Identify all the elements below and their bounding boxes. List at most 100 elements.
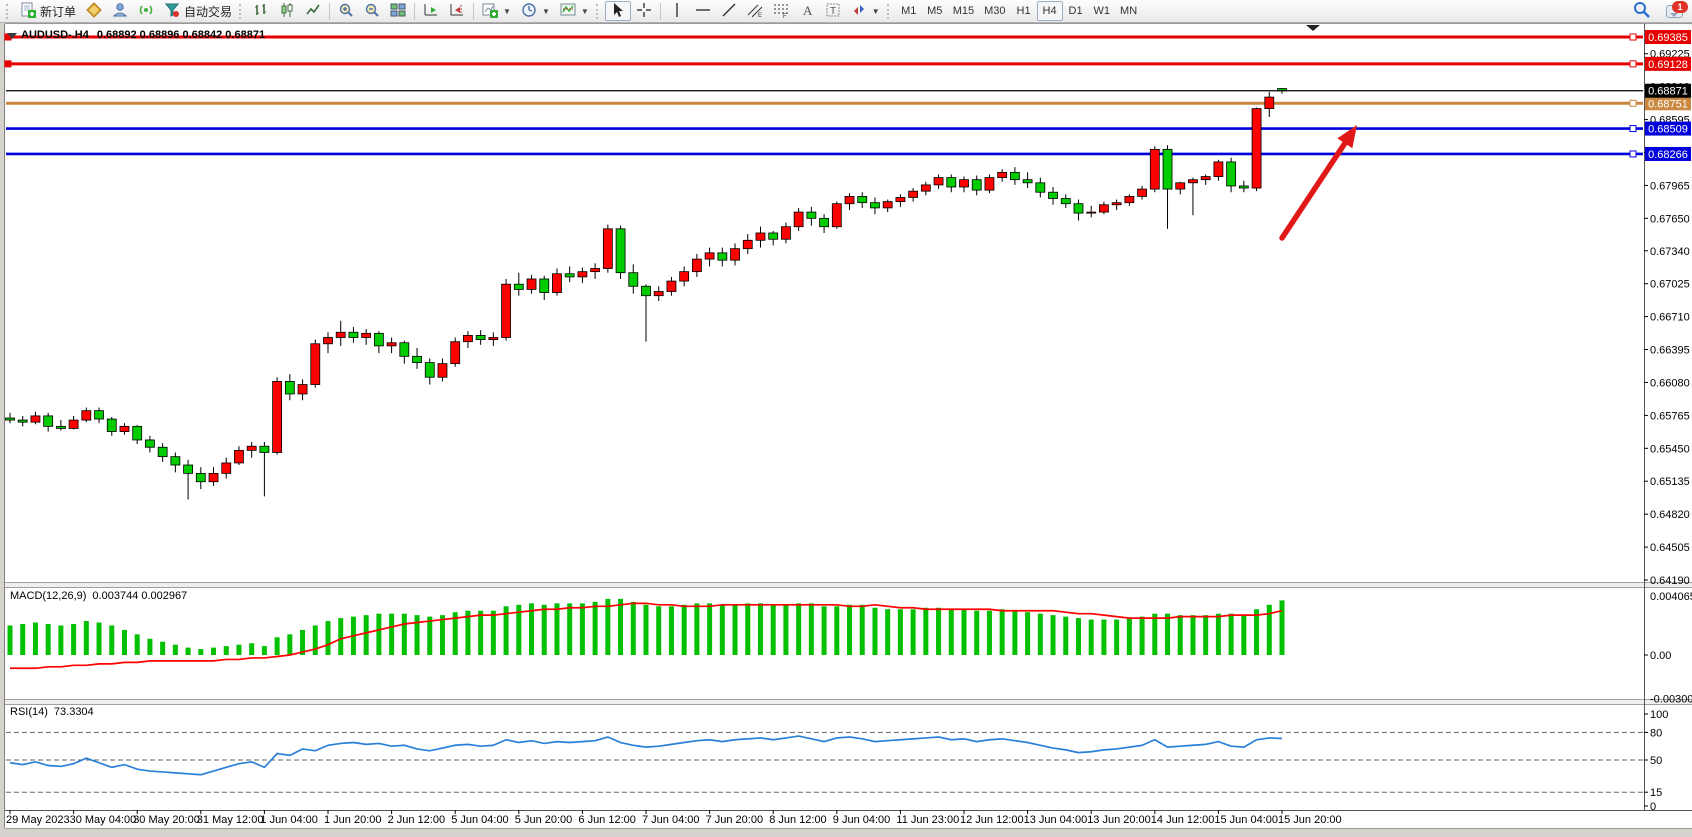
vertical-line-button[interactable] [664, 1, 690, 21]
text-button[interactable]: A [794, 1, 820, 21]
candle [361, 332, 372, 338]
rsi-axis-label: 80 [1650, 727, 1662, 739]
candle [590, 268, 601, 273]
svg-text:A: A [803, 3, 813, 18]
candle [920, 184, 931, 192]
trend-arrow-annotation[interactable] [1279, 125, 1357, 241]
candle [628, 272, 639, 287]
time-tick-label: 30 May 20:00 [133, 814, 200, 826]
rsi-axis-label: 100 [1650, 709, 1668, 721]
macd-values: 0.003744 0.002967 [92, 590, 188, 602]
timeframe-d1-button[interactable]: D1 [1063, 1, 1089, 21]
line-chart-button[interactable] [300, 1, 326, 21]
candle [1022, 179, 1033, 184]
timeframe-w1-button[interactable]: W1 [1089, 1, 1116, 21]
price-level-label [1645, 30, 1691, 44]
bar-chart-button[interactable] [248, 1, 274, 21]
candlestick-chart-button[interactable] [274, 1, 300, 21]
new-order-button[interactable]: 新订单 [15, 1, 81, 21]
text-label-icon: T [825, 2, 841, 21]
auto-scroll-button[interactable] [418, 1, 444, 21]
svg-text:0.68266: 0.68266 [1648, 149, 1688, 161]
arrows-button[interactable]: ▼ [846, 1, 885, 21]
macd-bar [541, 604, 547, 655]
candle [68, 419, 79, 429]
candle [908, 190, 919, 198]
horizontal-line-objects[interactable] [4, 33, 1643, 158]
price-tick-label: 0.66710 [1650, 312, 1690, 324]
macd-bar [796, 603, 802, 655]
candle [501, 283, 511, 338]
candle [1162, 148, 1173, 190]
zoom-out-button[interactable] [359, 1, 385, 21]
price-tick-label: 0.66080 [1650, 377, 1690, 389]
signals-button[interactable] [133, 1, 159, 21]
macd-bar [172, 644, 178, 655]
horizontal-line-object[interactable] [6, 125, 1643, 133]
periods-button[interactable]: ▼ [516, 1, 555, 21]
tile-windows-button[interactable] [385, 1, 411, 21]
macd-bar [503, 606, 509, 655]
candle [1111, 202, 1122, 206]
candle [437, 363, 448, 378]
macd-bar [401, 613, 407, 655]
timeframe-m30-button[interactable]: M30 [979, 1, 1010, 21]
candle [81, 410, 92, 421]
candle [691, 258, 702, 273]
autotrading-button[interactable]: 自动交易 [159, 1, 237, 21]
candle [526, 278, 537, 290]
time-tick-label: 9 Jun 04:00 [833, 814, 891, 826]
candle [17, 419, 28, 423]
timeframe-m5-button[interactable]: M5 [922, 1, 948, 21]
one-click-trading-toggle[interactable] [7, 33, 17, 39]
equidistant-channel-button[interactable]: E [742, 1, 768, 21]
price-tick-label: 0.64505 [1650, 542, 1690, 554]
crosshair-button[interactable] [631, 1, 657, 21]
macd-bar [338, 618, 344, 655]
horizontal-line-object[interactable] [6, 99, 1643, 107]
macd-bar [910, 609, 916, 655]
timeframe-mn-button[interactable]: MN [1115, 1, 1142, 21]
community-button[interactable] [107, 1, 133, 21]
horizontal-line-object[interactable] [4, 60, 1643, 68]
cursor-button[interactable] [604, 1, 631, 21]
chart-shift-button[interactable] [444, 1, 470, 21]
metaeditor-button[interactable] [81, 1, 107, 21]
notifications-button[interactable]: 1 [1666, 1, 1688, 20]
signal-waves-icon [138, 2, 154, 21]
zoom-in-button[interactable] [333, 1, 359, 21]
time-tick-label: 6 Jun 12:00 [578, 814, 636, 826]
zoom-out-icon [364, 2, 380, 21]
macd-bar [1190, 615, 1196, 655]
timeframe-m1-button[interactable]: M1 [896, 1, 922, 21]
macd-bar [923, 607, 929, 655]
candle [781, 226, 791, 240]
tile-windows-icon [390, 2, 406, 21]
templates-button[interactable]: ▼ [555, 1, 594, 21]
text-label-button[interactable]: T [820, 1, 846, 21]
trendline-button[interactable] [716, 1, 742, 21]
rsi-axis-label: 50 [1650, 755, 1662, 767]
fibonacci-button[interactable]: F [768, 1, 794, 21]
timeframe-m15-button[interactable]: M15 [948, 1, 979, 21]
candle [577, 271, 588, 278]
timeframe-h1-button[interactable]: H1 [1011, 1, 1037, 21]
macd-bar [312, 625, 318, 655]
candle [1137, 188, 1147, 197]
horizontal-line-object[interactable] [6, 150, 1643, 158]
candle [272, 381, 283, 453]
macd-bar [32, 622, 38, 655]
zoom-in-icon [338, 2, 354, 21]
candle [1238, 185, 1249, 189]
timeframe-h4-button[interactable]: H4 [1036, 1, 1063, 21]
new-order-label: 新订单 [40, 4, 77, 19]
horizontal-line-button[interactable] [690, 1, 716, 21]
indicators-button[interactable]: ▼ [477, 1, 516, 21]
search-button[interactable] [1628, 1, 1656, 21]
macd-axis-label: 0.00 [1650, 650, 1671, 662]
chart-shift-marker[interactable] [1306, 25, 1320, 31]
macd-bar [414, 615, 420, 655]
